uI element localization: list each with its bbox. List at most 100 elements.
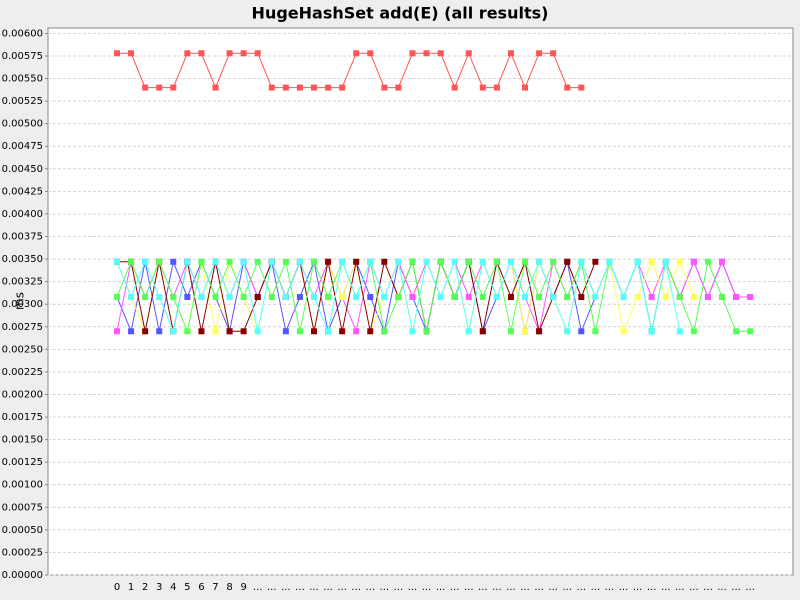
data-point <box>310 84 317 91</box>
data-point <box>648 293 655 300</box>
y-tick-label: 0.00500 <box>2 119 43 130</box>
data-point <box>592 258 599 265</box>
x-tick-label: ... <box>506 582 516 593</box>
data-point <box>437 293 444 300</box>
data-point <box>676 258 683 265</box>
data-point <box>367 328 374 335</box>
data-point <box>339 258 346 265</box>
x-tick-label: 8 <box>226 582 232 593</box>
data-point <box>634 293 641 300</box>
data-point <box>690 293 697 300</box>
data-point <box>156 258 163 265</box>
data-point <box>184 258 191 265</box>
data-point <box>310 328 317 335</box>
y-tick-label: 0.00100 <box>2 480 43 491</box>
data-point <box>268 258 275 265</box>
data-point <box>522 293 529 300</box>
data-point <box>212 84 219 91</box>
data-point <box>522 84 529 91</box>
x-tick-label: ... <box>520 582 530 593</box>
data-point <box>198 293 205 300</box>
x-tick-label: ... <box>562 582 572 593</box>
data-point <box>325 84 332 91</box>
data-point <box>184 293 191 300</box>
data-point <box>142 258 149 265</box>
data-point <box>437 258 444 265</box>
data-point <box>564 328 571 335</box>
x-tick-label: ... <box>436 582 446 593</box>
x-tick-label: ... <box>380 582 390 593</box>
data-point <box>296 258 303 265</box>
data-point <box>733 328 740 335</box>
data-point <box>254 293 261 300</box>
data-point <box>747 328 754 335</box>
x-tick-label: ... <box>548 582 558 593</box>
y-tick-label: 0.00600 <box>2 28 43 39</box>
data-point <box>142 328 149 335</box>
data-point <box>493 84 500 91</box>
x-tick-label: ... <box>408 582 418 593</box>
data-point <box>170 293 177 300</box>
data-point <box>704 293 711 300</box>
data-point <box>268 293 275 300</box>
series-line <box>117 51 582 89</box>
data-point <box>381 328 388 335</box>
data-point <box>451 293 458 300</box>
data-point <box>690 258 697 265</box>
chart-title: HugeHashSet add(E) (all results) <box>252 4 549 23</box>
data-point <box>339 328 346 335</box>
y-tick-label: 0.00475 <box>2 141 43 152</box>
data-point <box>493 293 500 300</box>
x-tick-label: ... <box>619 582 629 593</box>
data-point <box>522 258 529 265</box>
x-tick-label: ... <box>703 582 713 593</box>
data-point <box>353 258 360 265</box>
data-point <box>114 293 120 300</box>
data-point <box>128 328 135 335</box>
x-tick-label: ... <box>605 582 615 593</box>
data-point <box>648 328 655 335</box>
data-point <box>156 84 163 91</box>
x-tick-label: 4 <box>170 582 176 593</box>
x-tick-label: ... <box>731 582 741 593</box>
data-point <box>676 293 683 300</box>
x-tick-label: ... <box>337 582 347 593</box>
y-tick-label: 0.00125 <box>2 457 43 468</box>
y-tick-label: 0.00200 <box>2 389 43 400</box>
data-point <box>114 258 120 265</box>
data-point <box>282 293 289 300</box>
data-point <box>676 328 683 335</box>
data-point <box>479 293 486 300</box>
x-tick-label: ... <box>253 582 263 593</box>
data-point <box>465 258 472 265</box>
data-point <box>704 258 711 265</box>
data-point <box>367 293 374 300</box>
data-point <box>268 84 275 91</box>
x-tick-label: ... <box>675 582 685 593</box>
x-tick-label: ... <box>633 582 643 593</box>
data-point <box>395 293 402 300</box>
data-point <box>226 50 233 57</box>
data-point <box>507 328 514 335</box>
x-tick-label: ... <box>745 582 755 593</box>
x-tick-label: 3 <box>156 582 162 593</box>
data-point <box>212 258 219 265</box>
data-point <box>536 328 543 335</box>
data-point <box>254 258 261 265</box>
data-point <box>634 258 641 265</box>
data-point <box>522 328 529 335</box>
y-tick-label: 0.00300 <box>2 299 43 310</box>
data-point <box>240 258 247 265</box>
y-tick-label: 0.00550 <box>2 74 43 85</box>
data-point <box>409 258 416 265</box>
x-tick-label: ... <box>365 582 375 593</box>
data-point <box>128 258 135 265</box>
y-tick-label: 0.00325 <box>2 277 43 288</box>
data-point <box>719 258 726 265</box>
data-point <box>507 293 514 300</box>
data-point <box>620 328 627 335</box>
x-tick-label: 7 <box>212 582 218 593</box>
data-point <box>184 50 191 57</box>
data-point <box>128 293 135 300</box>
